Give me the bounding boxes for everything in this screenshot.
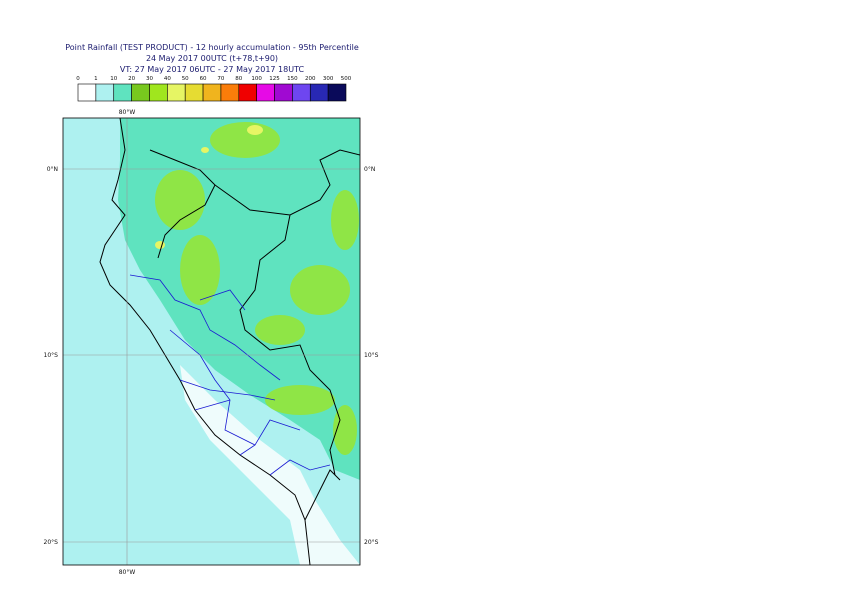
region-borders: [129, 274, 331, 476]
legend-swatch: [184, 83, 204, 102]
lat-label: 10°S: [44, 352, 59, 359]
legend-swatch: [95, 83, 115, 102]
legend-swatch: [274, 83, 293, 102]
legend-swatch: [149, 83, 168, 102]
legend-label: 0: [76, 76, 80, 82]
legend-swatch: [238, 83, 257, 102]
legend-swatch: [167, 83, 186, 102]
run-time: 24 May 2017 00UTC (t+78,t+90): [146, 54, 278, 63]
lon-label: 80°W: [119, 569, 136, 576]
graticule: [63, 118, 360, 565]
coastline: [99, 118, 311, 565]
legend-label: 30: [146, 76, 153, 82]
legend-swatch: [113, 83, 132, 102]
valid-time: VT: 27 May 2017 06UTC - 27 May 2017 18UT…: [120, 65, 305, 74]
legend-label: 200: [305, 76, 316, 82]
legend-swatch: [309, 83, 329, 102]
legend-label: 70: [217, 76, 224, 82]
lat-label: 20°S: [364, 539, 379, 546]
legend-label: 1: [94, 76, 98, 82]
legend-swatch: [131, 83, 150, 102]
title: Point Rainfall (TEST PRODUCT) - 12 hourl…: [65, 43, 359, 52]
legend: 0 1 10 20 30 40 50 60 70 80 100 125 150 200 300 500: [76, 76, 352, 102]
legend-label: 125: [269, 76, 280, 82]
lat-label: 10°S: [364, 352, 379, 359]
map: [63, 118, 360, 565]
legend-label: 150: [287, 76, 298, 82]
dry-area: [180, 365, 360, 565]
legend-label: 50: [182, 76, 189, 82]
legend-label: 10: [110, 76, 117, 82]
legend-swatch: [292, 83, 311, 102]
legend-label: 40: [164, 76, 171, 82]
legend-label: 20: [128, 76, 135, 82]
legend-label: 100: [251, 76, 262, 82]
lat-label: 0°N: [47, 166, 58, 173]
legend-label: 500: [341, 76, 352, 82]
legend-label: 80: [235, 76, 242, 82]
legend-swatch: [256, 83, 275, 102]
legend-swatch: [327, 83, 347, 102]
lon-label: 80°W: [119, 109, 136, 116]
lat-label: 20°S: [44, 539, 59, 546]
legend-swatch: [77, 83, 97, 102]
country-borders: [149, 149, 360, 521]
legend-label: 300: [323, 76, 334, 82]
lat-label: 0°N: [364, 166, 375, 173]
legend-swatch: [220, 83, 240, 102]
map-frame: [62, 117, 361, 566]
legend-swatch: [202, 83, 222, 102]
legend-label: 60: [200, 76, 207, 82]
